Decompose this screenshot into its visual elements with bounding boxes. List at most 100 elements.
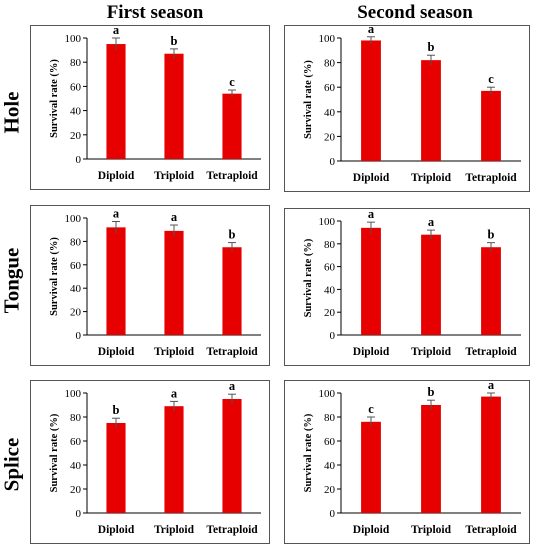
y-tick-label: 60 — [324, 262, 336, 274]
row-label-splice: Splice — [0, 437, 24, 492]
bar-chart-hole-first: 0 20 40 60 80 100 Survival rate (%) a Diploid b Tr… — [49, 26, 261, 182]
bar — [106, 423, 126, 513]
y-tick-label: 60 — [70, 260, 82, 272]
x-tick-label: Triploid — [154, 346, 195, 358]
x-tick-label: Triploid — [411, 346, 452, 358]
y-tick-label: 100 — [319, 388, 336, 400]
bar — [361, 421, 381, 513]
x-tick-label: Diploid — [98, 170, 135, 182]
significance-letter: b — [488, 228, 495, 242]
y-axis-label: Survival rate (%) — [49, 237, 60, 316]
y-tick-label: 0 — [76, 330, 82, 342]
y-tick-label: 100 — [319, 33, 336, 45]
bar — [481, 90, 501, 161]
significance-letter: c — [368, 402, 374, 416]
y-tick-label: 100 — [65, 33, 82, 45]
bar — [222, 93, 242, 159]
significance-letter: a — [488, 381, 495, 392]
significance-letter: a — [428, 215, 435, 229]
y-tick-label: 80 — [324, 58, 336, 70]
x-tick-label: Diploid — [353, 524, 390, 536]
bar — [421, 405, 441, 513]
significance-letter: b — [113, 403, 120, 417]
x-tick-label: Diploid — [353, 346, 390, 358]
x-tick-label: Triploid — [411, 172, 452, 184]
significance-letter: c — [229, 75, 235, 89]
significance-letter: a — [171, 386, 178, 400]
x-tick-label: Tetraploid — [206, 524, 258, 536]
x-tick-label: Triploid — [411, 524, 452, 536]
x-tick-label: Diploid — [98, 524, 135, 536]
significance-letter: a — [113, 207, 120, 221]
significance-letter: b — [229, 228, 236, 242]
chart-panel-hole-first: 0 20 40 60 80 100 Survival rate (%) a Diploid b Tr… — [30, 25, 270, 190]
bar — [222, 399, 242, 513]
x-tick-label: Tetraploid — [206, 346, 258, 358]
y-tick-label: 60 — [324, 436, 336, 448]
y-tick-label: 40 — [70, 106, 82, 118]
y-axis-label: Survival rate (%) — [303, 413, 314, 492]
bar — [361, 227, 381, 335]
y-tick-label: 100 — [319, 216, 336, 228]
bar-chart-splice-second: 0 20 40 60 80 100 Survival rate (%) c Diploid b Tr… — [303, 381, 521, 536]
y-tick-label: 80 — [324, 239, 336, 251]
y-tick-label: 100 — [65, 388, 82, 400]
significance-letter: b — [428, 385, 435, 399]
y-tick-label: 40 — [324, 284, 336, 296]
significance-letter: c — [488, 72, 494, 86]
significance-letter: a — [368, 209, 375, 221]
y-tick-label: 60 — [70, 81, 82, 93]
significance-letter: b — [171, 34, 178, 48]
x-tick-label: Triploid — [154, 524, 195, 536]
x-tick-label: Diploid — [353, 172, 390, 184]
significance-letter: a — [368, 26, 375, 36]
chart-panel-hole-second: 0 20 40 60 80 100 Survival rate (%) a Diploid b Tr… — [284, 25, 530, 192]
y-axis-label: Survival rate (%) — [49, 413, 60, 492]
y-tick-label: 100 — [65, 213, 82, 225]
bar — [164, 406, 184, 513]
column-title-second-season: Second season — [357, 2, 473, 23]
significance-letter: a — [113, 26, 120, 37]
chart-panel-tongue-second: 0 20 40 60 80 100 Survival rate (%) a Diploid a Tr… — [284, 208, 530, 366]
y-tick-label: 0 — [330, 508, 336, 520]
y-tick-label: 80 — [70, 412, 82, 424]
y-tick-label: 20 — [70, 130, 82, 142]
y-tick-label: 40 — [324, 107, 336, 119]
y-axis-label: Survival rate (%) — [49, 59, 60, 138]
y-tick-label: 80 — [70, 57, 82, 69]
bar — [421, 60, 441, 161]
x-tick-label: Tetraploid — [465, 524, 517, 536]
chart-panel-splice-second: 0 20 40 60 80 100 Survival rate (%) c Diploid b Tr… — [284, 380, 530, 544]
y-tick-label: 80 — [324, 412, 336, 424]
y-tick-label: 20 — [70, 307, 82, 319]
chart-panel-tongue-first: 0 20 40 60 80 100 Survival rate (%) a Diploid a Tr… — [30, 205, 270, 366]
x-tick-label: Diploid — [98, 346, 135, 358]
y-tick-label: 20 — [324, 307, 336, 319]
y-tick-label: 0 — [330, 330, 336, 342]
bar — [164, 53, 184, 160]
y-tick-label: 60 — [70, 436, 82, 448]
bar — [481, 396, 501, 513]
y-tick-label: 0 — [330, 156, 336, 168]
x-tick-label: Tetraploid — [206, 170, 258, 182]
column-title-first-season: First season — [106, 2, 204, 23]
bar — [222, 247, 242, 335]
y-axis-label: Survival rate (%) — [303, 238, 314, 317]
y-tick-label: 60 — [324, 82, 336, 94]
y-tick-label: 40 — [70, 460, 82, 472]
y-tick-label: 80 — [70, 236, 82, 248]
bar — [164, 230, 184, 335]
significance-letter: a — [171, 210, 178, 224]
y-tick-label: 20 — [70, 484, 82, 496]
y-tick-label: 40 — [70, 283, 82, 295]
bar — [361, 40, 381, 161]
bar-chart-tongue-first: 0 20 40 60 80 100 Survival rate (%) a Diploid a Tr… — [49, 207, 261, 358]
bar — [106, 44, 126, 159]
significance-letter: a — [229, 381, 236, 393]
y-tick-label: 40 — [324, 460, 336, 472]
bar-chart-splice-first: 0 20 40 60 80 100 Survival rate (%) b Diploid a Tr… — [49, 381, 261, 536]
y-axis-label: Survival rate (%) — [303, 60, 314, 139]
y-tick-label: 20 — [324, 131, 336, 143]
bar — [481, 247, 501, 335]
bar — [421, 234, 441, 335]
